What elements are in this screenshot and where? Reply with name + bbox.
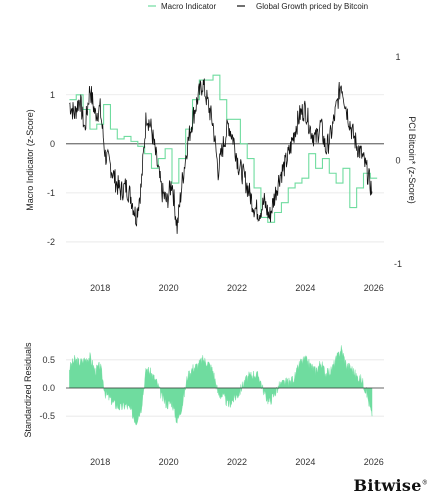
bottom-x-ticks: 2018 2020 2022 2024 2026 [90, 457, 384, 467]
bottom-series [66, 345, 384, 426]
bottom-y-tick-label: 0.0 [42, 383, 55, 393]
bottom-y-ticks: 0.5 0.0 -0.5 [39, 355, 55, 421]
top-y2-tick-label: -1 [394, 259, 402, 269]
series-bitcoin-growth [69, 78, 373, 234]
top-x-tick-label: 2022 [227, 283, 247, 293]
top-y-tick-label: 1 [50, 90, 55, 100]
series-residuals-area [69, 345, 373, 426]
bottom-gridlines [66, 359, 384, 417]
bitwise-logo: Bitwise® [353, 476, 428, 495]
bottom-y-tick-label: -0.5 [39, 411, 55, 421]
bottom-y-tick-label: 0.5 [42, 355, 55, 365]
top-y-tick-label: 0 [50, 139, 55, 149]
top-y-tick-label: -2 [47, 237, 55, 247]
top-x-tick-label: 2026 [364, 283, 384, 293]
top-x-tick-label: 2018 [90, 283, 110, 293]
macro-vs-bitcoin-chart: Macro Indicator (z-Score) PCI Bitcoin* (… [25, 52, 417, 293]
bottom-x-tick-label: 2020 [159, 457, 179, 467]
top-y-tick-label: -1 [47, 188, 55, 198]
residuals-chart: Standardized Residuals 0.50.0-0.5 2018 20… [23, 342, 384, 467]
top-y-ticks: 1 0 -1 -2 [47, 90, 55, 247]
top-y2-tick-label: 1 [395, 52, 400, 62]
bottom-y-axis-label: Standardized Residuals [23, 342, 33, 438]
top-x-tick-label: 2020 [159, 283, 179, 293]
bottom-x-tick-label: 2026 [364, 457, 384, 467]
bottom-x-tick-label: 2022 [227, 457, 247, 467]
legend-btc-label: Global Growth priced by Bitcoin [256, 2, 368, 11]
series-macro-indicator [69, 74, 378, 223]
bottom-x-tick-label: 2018 [90, 457, 110, 467]
legend-macro-label: Macro Indicator [161, 2, 216, 11]
top-y2-axis-label: PCI Bitcoin* (z-Score) [407, 116, 417, 204]
top-y2-ticks: 1 0 -1 [394, 52, 402, 269]
top-series [66, 74, 384, 234]
top-x-ticks: 2018 2020 2022 2024 2026 [90, 283, 384, 293]
top-y-axis-label: Macro Indicator (z-Score) [25, 109, 35, 211]
top-gridlines [66, 94, 384, 243]
top-x-tick-label: 2024 [295, 283, 315, 293]
legend: Macro Indicator Global Growth priced by … [148, 2, 368, 11]
top-y2-tick-label: 0 [395, 156, 400, 166]
bottom-x-tick-label: 2024 [295, 457, 315, 467]
